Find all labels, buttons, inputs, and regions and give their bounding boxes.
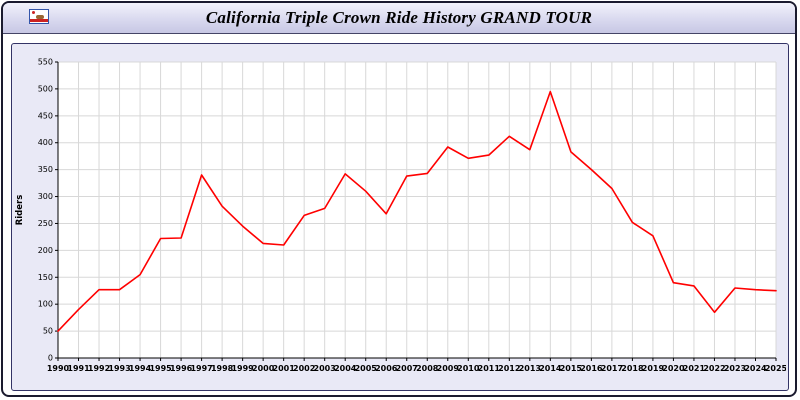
svg-text:2023: 2023 xyxy=(724,364,746,373)
svg-text:1997: 1997 xyxy=(190,364,212,373)
svg-text:1993: 1993 xyxy=(108,364,130,373)
svg-text:2017: 2017 xyxy=(601,364,623,373)
svg-text:450: 450 xyxy=(38,111,53,120)
svg-text:2008: 2008 xyxy=(416,364,439,373)
svg-text:2000: 2000 xyxy=(252,364,275,373)
svg-text:150: 150 xyxy=(38,273,53,282)
svg-text:2005: 2005 xyxy=(355,364,378,373)
svg-text:1990: 1990 xyxy=(47,364,70,373)
chart-panel: 0 50 100 150 200 250 300 350 400 450 500 550 1990 199… xyxy=(11,43,789,391)
svg-text:1999: 1999 xyxy=(231,364,254,373)
svg-text:1992: 1992 xyxy=(88,364,110,373)
svg-text:2011: 2011 xyxy=(478,364,501,373)
svg-text:Riders: Riders xyxy=(15,195,25,226)
svg-text:2012: 2012 xyxy=(498,364,520,373)
svg-text:2003: 2003 xyxy=(314,364,336,373)
svg-text:2007: 2007 xyxy=(396,364,418,373)
svg-text:1998: 1998 xyxy=(211,364,234,373)
svg-text:1995: 1995 xyxy=(149,364,172,373)
svg-text:100: 100 xyxy=(38,300,53,309)
svg-text:1996: 1996 xyxy=(170,364,193,373)
svg-text:2013: 2013 xyxy=(519,364,541,373)
svg-text:2019: 2019 xyxy=(642,364,665,373)
svg-text:2025: 2025 xyxy=(765,364,786,373)
svg-text:2024: 2024 xyxy=(744,364,767,373)
svg-text:2015: 2015 xyxy=(560,364,583,373)
svg-text:2006: 2006 xyxy=(375,364,398,373)
svg-text:350: 350 xyxy=(38,165,53,174)
svg-text:200: 200 xyxy=(38,246,53,255)
svg-text:300: 300 xyxy=(38,192,53,201)
svg-text:0: 0 xyxy=(48,354,53,363)
california-flag-icon xyxy=(29,9,49,24)
svg-text:2021: 2021 xyxy=(683,364,706,373)
svg-text:2022: 2022 xyxy=(703,364,725,373)
svg-text:2016: 2016 xyxy=(580,364,603,373)
svg-text:2001: 2001 xyxy=(273,364,296,373)
svg-text:50: 50 xyxy=(43,327,53,336)
title-bar: California Triple Crown Ride History GRA… xyxy=(3,3,795,34)
svg-text:2004: 2004 xyxy=(334,364,357,373)
svg-text:2014: 2014 xyxy=(539,364,562,373)
svg-text:500: 500 xyxy=(38,84,53,93)
svg-text:2018: 2018 xyxy=(621,364,644,373)
chart-svg: 0501001502002503003504004505005501990199… xyxy=(15,58,788,374)
svg-text:550: 550 xyxy=(38,58,53,67)
svg-text:2002: 2002 xyxy=(293,364,315,373)
svg-text:400: 400 xyxy=(38,138,53,147)
page-title: California Triple Crown Ride History GRA… xyxy=(205,8,593,27)
svg-text:2010: 2010 xyxy=(457,364,480,373)
svg-text:1994: 1994 xyxy=(129,364,152,373)
svg-text:2009: 2009 xyxy=(437,364,460,373)
svg-text:1991: 1991 xyxy=(67,364,90,373)
svg-text:2020: 2020 xyxy=(662,364,685,373)
svg-text:250: 250 xyxy=(38,219,53,228)
